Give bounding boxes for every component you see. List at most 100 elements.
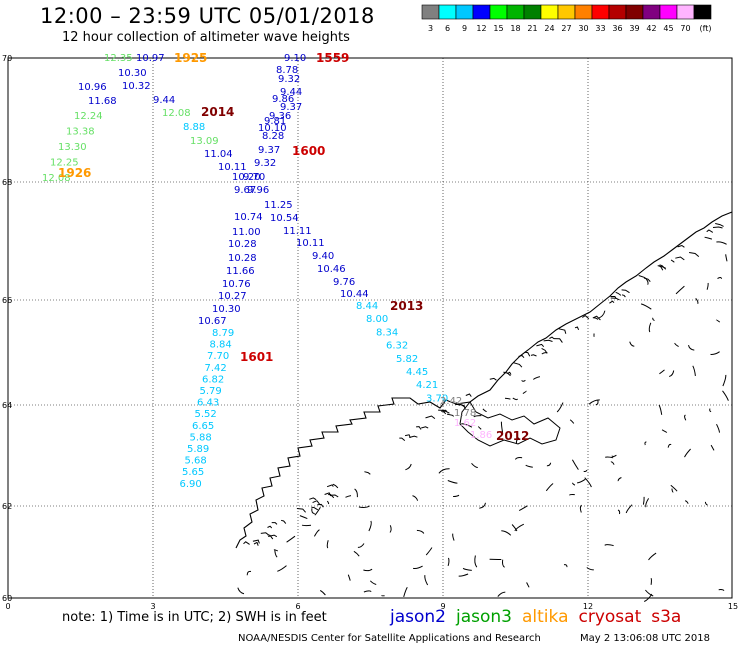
swh-value-label: 11.11 [283, 226, 312, 237]
swh-value-label: 2.42 [440, 396, 462, 407]
island-outline [364, 471, 371, 475]
island-outline [328, 493, 335, 499]
island-outline [399, 437, 406, 441]
island-outline [593, 317, 599, 320]
lake-outline [629, 341, 635, 347]
island-outline [675, 256, 685, 261]
pass-time-tag: 2014 [201, 105, 234, 119]
island-outline [592, 315, 601, 321]
colorbar-swatch [540, 4, 559, 20]
lake-outline [571, 459, 579, 470]
swh-value-label: 12.24 [74, 111, 103, 122]
island-outline [446, 413, 455, 417]
island-outline [657, 265, 666, 269]
lake-outline [644, 441, 647, 446]
island-outline [252, 539, 260, 544]
swh-value-label: 10.28 [228, 253, 257, 264]
swh-value-label: 10.30 [118, 68, 147, 79]
lake-outline [669, 370, 675, 377]
swh-value-label: 6.43 [197, 398, 219, 409]
lake-outline [546, 462, 552, 467]
swh-value-label: 4.45 [406, 367, 428, 378]
colorbar-tick-label: 21 [527, 24, 537, 33]
lake-outline [640, 303, 652, 310]
lake-outline [425, 547, 433, 556]
latitude-tick-label: 60 [2, 594, 12, 603]
longitude-tick-label: 15 [728, 602, 738, 611]
swh-value-label: 5.79 [200, 386, 222, 397]
swh-value-label: 8.34 [376, 327, 398, 338]
lake-outline [625, 504, 633, 514]
colorbar-swatch [642, 4, 661, 20]
island-outline [409, 435, 418, 438]
island-outline [438, 409, 447, 415]
swh-value-label: 5.68 [185, 456, 207, 467]
swh-value-label: 3.70 [426, 393, 448, 404]
lake-outline [326, 540, 329, 549]
colorbar-swatch [574, 4, 593, 20]
lake-outline [605, 456, 614, 459]
lake-outline [710, 444, 715, 451]
island-outline [503, 371, 511, 377]
lake-outline [311, 508, 315, 515]
lake-outline [642, 496, 645, 505]
swh-value-label: 12.35 [104, 53, 133, 64]
lake-outline [363, 568, 373, 572]
swh-value-label: 12.25 [50, 158, 79, 169]
swh-value-label: 10.54 [270, 213, 299, 224]
island-outline [267, 525, 273, 529]
islands-and-lakes [237, 223, 729, 602]
island-outline [621, 294, 626, 298]
lake-outline [717, 277, 723, 280]
lake-outline [645, 589, 654, 597]
lake-outline [452, 533, 455, 541]
colorbar-tick-label: 6 [445, 24, 450, 33]
island-outline [443, 409, 448, 412]
lake-outline [563, 564, 568, 568]
island-outline [513, 362, 523, 368]
island-outline [332, 483, 339, 489]
island-outline [543, 339, 553, 342]
swh-value-label: 11.66 [226, 266, 255, 277]
lake-outline [512, 397, 518, 401]
pass-time-tag: 1601 [240, 350, 273, 364]
lake-outline [277, 565, 287, 572]
map-border [7, 57, 733, 599]
lake-outline [659, 369, 665, 375]
lake-outline [648, 552, 657, 561]
latitude-tick-label: 70 [2, 54, 12, 63]
island-outline [441, 410, 450, 414]
chart-title: 12:00 – 23:59 UTC 05/01/2018 [40, 4, 375, 28]
colorbar-swatch [608, 4, 627, 20]
swh-value-label: 8.84 [210, 340, 232, 351]
swh-value-label: 9.70 [243, 172, 265, 183]
colorbar-swatch [523, 4, 542, 20]
lake-outline [416, 529, 425, 534]
swh-value-label: 9.67 [234, 185, 256, 196]
latitude-tick-label: 62 [2, 502, 12, 511]
lake-outline [583, 469, 588, 473]
lake-outline [684, 500, 689, 504]
swh-value-label: 10.96 [78, 82, 107, 93]
lake-outline [497, 591, 506, 597]
lake-outline [617, 509, 621, 515]
lake-outline [474, 555, 478, 568]
colorbar-tick-label: 30 [578, 24, 588, 33]
island-outline [549, 336, 555, 340]
island-outline [610, 297, 620, 301]
island-outline [712, 226, 723, 229]
legend-jason2: jason2 [390, 607, 446, 627]
generated-timestamp: May 2 13:06:08 UTC 2018 [580, 633, 710, 644]
swh-value-label: 4.21 [416, 380, 438, 391]
swh-value-label: 5.82 [396, 354, 418, 365]
island-outline [524, 351, 531, 357]
island-outline [312, 500, 320, 505]
colorbar-tick-label: 70 [680, 24, 690, 33]
lake-outline [314, 507, 321, 516]
island-outline [324, 492, 332, 497]
lake-outline [500, 421, 504, 433]
lake-outline [586, 567, 594, 571]
pass-time-tag: 2013 [390, 299, 423, 313]
lake-outline [610, 461, 615, 465]
lake-outline [545, 483, 554, 492]
